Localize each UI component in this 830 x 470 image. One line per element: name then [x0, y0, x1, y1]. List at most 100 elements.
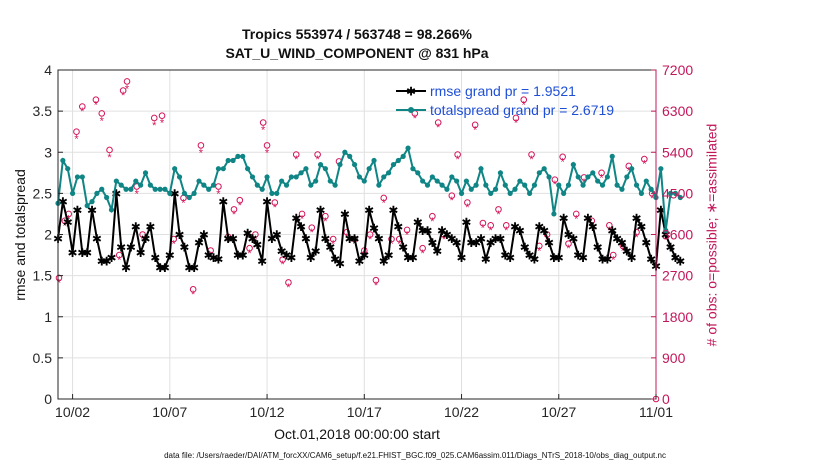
rmse-point: ✱: [617, 236, 627, 250]
obs-possible-point: [372, 276, 380, 284]
totalspread-point: [507, 190, 513, 196]
rmse-point: ✱: [316, 203, 326, 217]
obs-assimilated-point: *: [420, 248, 425, 260]
obs-assimilated-point: *: [496, 209, 501, 221]
rmse-point: ✱: [170, 187, 180, 201]
x-tick-label: 10/12: [250, 404, 285, 420]
totalspread-point: [191, 190, 197, 196]
x-axis: 10/02 10/07 10/12 10/17 10/22 10/27 11/01: [55, 394, 673, 420]
rmse-point: ✱: [481, 253, 491, 267]
rmse-point: ✱: [77, 246, 87, 260]
x-tick-label: 10/07: [152, 404, 187, 420]
totalspread-point: [599, 182, 606, 188]
obs-possible-point: [55, 274, 63, 282]
totalspread-point: [410, 166, 416, 172]
y2-tick-label: 900: [662, 350, 686, 366]
obs-possible-point: [197, 142, 205, 149]
totalspread-point: [230, 157, 236, 164]
rmse-point: ✱: [189, 261, 199, 275]
rmse-point: ✱: [82, 246, 92, 260]
rmse-point: ✱: [301, 232, 311, 246]
rmse-point: ✱: [427, 236, 437, 250]
obs-possible-point: [633, 228, 640, 236]
rmse-point: ✱: [369, 221, 379, 235]
obs-assimilated-point: *: [634, 232, 639, 244]
rmse-point: ✱: [116, 240, 126, 254]
rmse-point: ✱: [393, 220, 403, 234]
totalspread-point: [327, 178, 333, 184]
legend-rmse-label: rmse grand pr = 1.9521: [430, 83, 576, 99]
rmse-point: ✱: [563, 228, 573, 242]
rmse-point: ✱: [72, 203, 82, 217]
rmse-point: ✱: [140, 232, 150, 246]
rmse-point: ✱: [491, 232, 501, 246]
rmse-point: ✱: [495, 232, 505, 246]
rmse-point: ✱: [204, 249, 214, 263]
totalspread-point: [74, 174, 81, 180]
rmse-point: ✱: [539, 224, 549, 238]
y2-tick-label: 1800: [662, 309, 693, 325]
obs-assimilated-point: *: [152, 120, 157, 132]
totalspread-point: [619, 186, 625, 192]
y2-tick-label: 2700: [662, 268, 693, 284]
totalspread-point: [585, 174, 591, 180]
obs-assimilated-point: *: [172, 239, 177, 251]
obs-assimilated-point: *: [650, 193, 655, 205]
totalspread-point: [424, 182, 431, 188]
grid-lines: [58, 70, 657, 399]
obs-assimilated-point: *: [504, 225, 509, 237]
totalspread-point: [434, 178, 440, 184]
obs-assimilated-point: *: [368, 234, 373, 246]
totalspread-point: [152, 186, 158, 192]
rmse-point: ✱: [364, 203, 374, 217]
obs-possible-point: [285, 279, 292, 286]
rmse-point: ✱: [666, 240, 676, 254]
totalspread-point: [225, 157, 231, 164]
obs-possible-point: [479, 219, 487, 227]
rmse-point: ✱: [121, 261, 131, 275]
obs-assimilated-point: *: [117, 255, 122, 267]
totalspread-point: [133, 178, 139, 184]
rmse-point: ✱: [422, 224, 432, 238]
rmse-point: ✱: [515, 224, 525, 238]
series-line: [57, 193, 681, 269]
obs-possible-point: [429, 212, 436, 220]
totalspread-point: [570, 161, 576, 168]
rmse-point: ✱: [388, 203, 398, 217]
rmse-point: ✱: [306, 251, 316, 265]
obs-possible-point: [189, 286, 197, 293]
rmse-point: ✱: [442, 228, 452, 242]
totalspread-point: [356, 174, 363, 180]
rmse-point: ✱: [452, 236, 462, 250]
obs-possible-point: [609, 251, 617, 259]
totalspread-point: [551, 211, 557, 217]
obs-assimilated-point: *: [537, 245, 542, 257]
rmse-point: ✱: [102, 254, 112, 268]
rmse-point: ✱: [106, 251, 116, 265]
totalspread-point: [565, 182, 572, 188]
totalspread-point: [478, 166, 484, 172]
y-axis-left: 0 0.5 1 1.5 2 2.5 3 3.5 4: [33, 62, 63, 407]
totalspread-point: [157, 186, 163, 192]
y-axis-label-right: # of obs: o=possible; ∗=assimilated: [703, 123, 720, 347]
obs-possible-point: [495, 206, 502, 213]
obs-possible-point: [115, 251, 123, 259]
totalspread-point: [677, 194, 683, 201]
rmse-point: ✱: [223, 232, 233, 246]
rmse-point: ✱: [656, 203, 666, 217]
totalspread-point: [643, 178, 649, 184]
totalspread-point: [633, 182, 640, 188]
obs-possible-point: [259, 119, 267, 126]
rmse-point: ✱: [97, 254, 107, 268]
obs-assimilated-point: *: [397, 239, 402, 251]
y-tick-label: 1.5: [33, 268, 53, 284]
totalspread-point: [99, 186, 105, 192]
rmse-point: ✱: [568, 232, 578, 246]
totalspread-point: [541, 166, 547, 172]
x-tick-label: 11/01: [639, 404, 673, 420]
totalspread-point: [454, 178, 460, 184]
obs-possible-point: [598, 169, 605, 177]
totalspread-point: [386, 170, 392, 176]
totalspread-point: [288, 174, 294, 180]
